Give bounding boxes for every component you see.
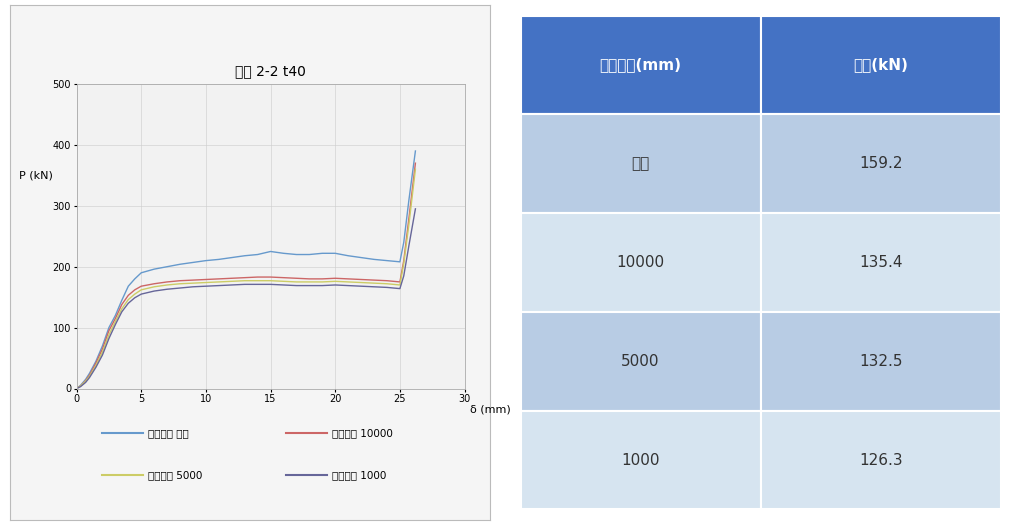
Text: 132.5: 132.5 [859, 354, 903, 369]
Text: 곡률반경 5000: 곡률반경 5000 [148, 470, 202, 480]
Text: 5000: 5000 [622, 354, 660, 369]
Bar [761, 312, 1001, 411]
Bar [521, 312, 761, 411]
Text: P (kN): P (kN) [18, 170, 53, 181]
Bar [521, 114, 761, 213]
Bar [521, 411, 761, 509]
Bar [761, 16, 1001, 114]
Text: δ (mm): δ (mm) [470, 404, 510, 415]
Text: 1000: 1000 [622, 453, 660, 468]
Text: 곡률반경 무한: 곡률반경 무한 [148, 428, 189, 438]
Bar [521, 16, 761, 114]
Text: 135.4: 135.4 [859, 255, 903, 270]
Text: 곡률반경 10000: 곡률반경 10000 [332, 428, 393, 438]
Text: 곡률반경(mm): 곡률반경(mm) [599, 57, 682, 72]
Title: 볼트 2-2 t40: 볼트 2-2 t40 [235, 65, 306, 79]
Text: 126.3: 126.3 [859, 453, 903, 468]
Bar [521, 213, 761, 312]
Text: 159.2: 159.2 [859, 156, 903, 171]
Text: 하중(kN): 하중(kN) [854, 57, 908, 72]
Text: 10000: 10000 [617, 255, 665, 270]
Bar [761, 213, 1001, 312]
Text: 곡률반경 1000: 곡률반경 1000 [332, 470, 386, 480]
Text: 무한: 무한 [631, 156, 649, 171]
Bar [761, 411, 1001, 509]
Bar [761, 114, 1001, 213]
